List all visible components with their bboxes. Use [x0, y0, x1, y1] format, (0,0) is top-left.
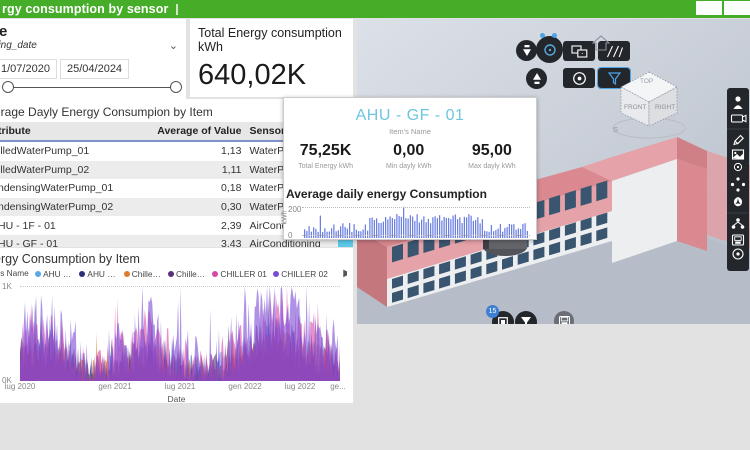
svg-text:RIGHT: RIGHT: [655, 104, 675, 111]
svg-text:S: S: [613, 125, 618, 134]
svg-text:FRONT: FRONT: [624, 104, 646, 111]
svg-text:TOP: TOP: [640, 78, 653, 85]
